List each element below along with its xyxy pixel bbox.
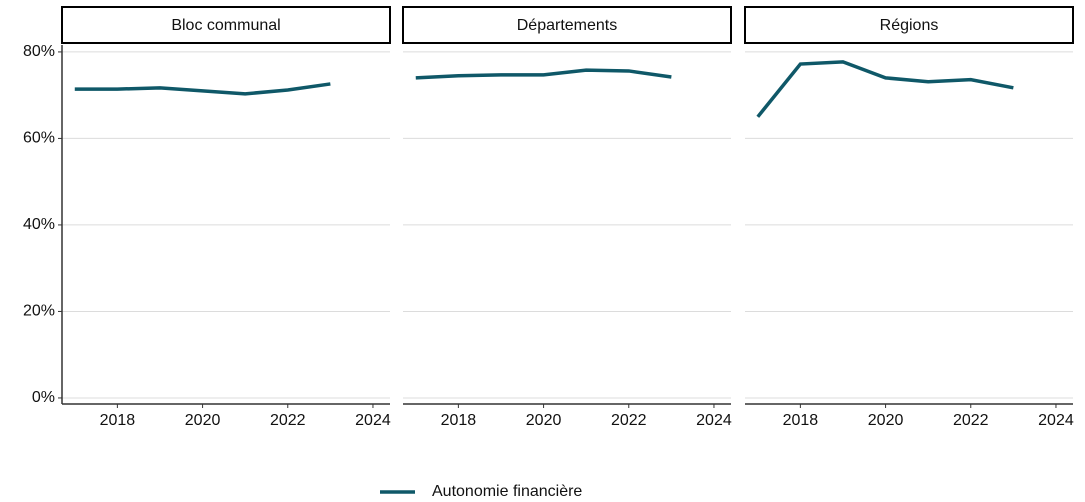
x-tick-label: 2020: [526, 412, 562, 429]
line: [415, 68, 672, 80]
panel-title: Départements: [517, 17, 618, 34]
y-tick-label: 0%: [32, 389, 55, 406]
x-tick-label: 2024: [355, 412, 391, 429]
strip: [402, 6, 732, 44]
x-tick-label: 2018: [441, 412, 477, 429]
x-tick-label: 2022: [270, 412, 306, 429]
x-tick-label: 2024: [1038, 412, 1074, 429]
line: [756, 60, 1014, 118]
x-tick-label: 2022: [953, 412, 989, 429]
y-tick-label: 40%: [23, 216, 55, 233]
panel-title: Régions: [880, 17, 939, 34]
x-tick-label: 2020: [185, 412, 221, 429]
strip: [744, 6, 1074, 44]
y-tick-label: 20%: [23, 303, 55, 320]
x-tick-label: 2020: [868, 412, 904, 429]
x-tick-label: 2018: [783, 412, 819, 429]
strip: [61, 6, 391, 44]
x-tick-label: 2022: [611, 412, 647, 429]
y-tick-label: 80%: [23, 43, 55, 60]
line: [74, 82, 331, 96]
y-tick-label: 60%: [23, 130, 55, 147]
x-tick-label: 2024: [696, 412, 732, 429]
legend-label: Autonomie financière: [432, 483, 582, 500]
x-tick-label: 2018: [100, 412, 136, 429]
panel-title: Bloc communal: [171, 17, 280, 34]
